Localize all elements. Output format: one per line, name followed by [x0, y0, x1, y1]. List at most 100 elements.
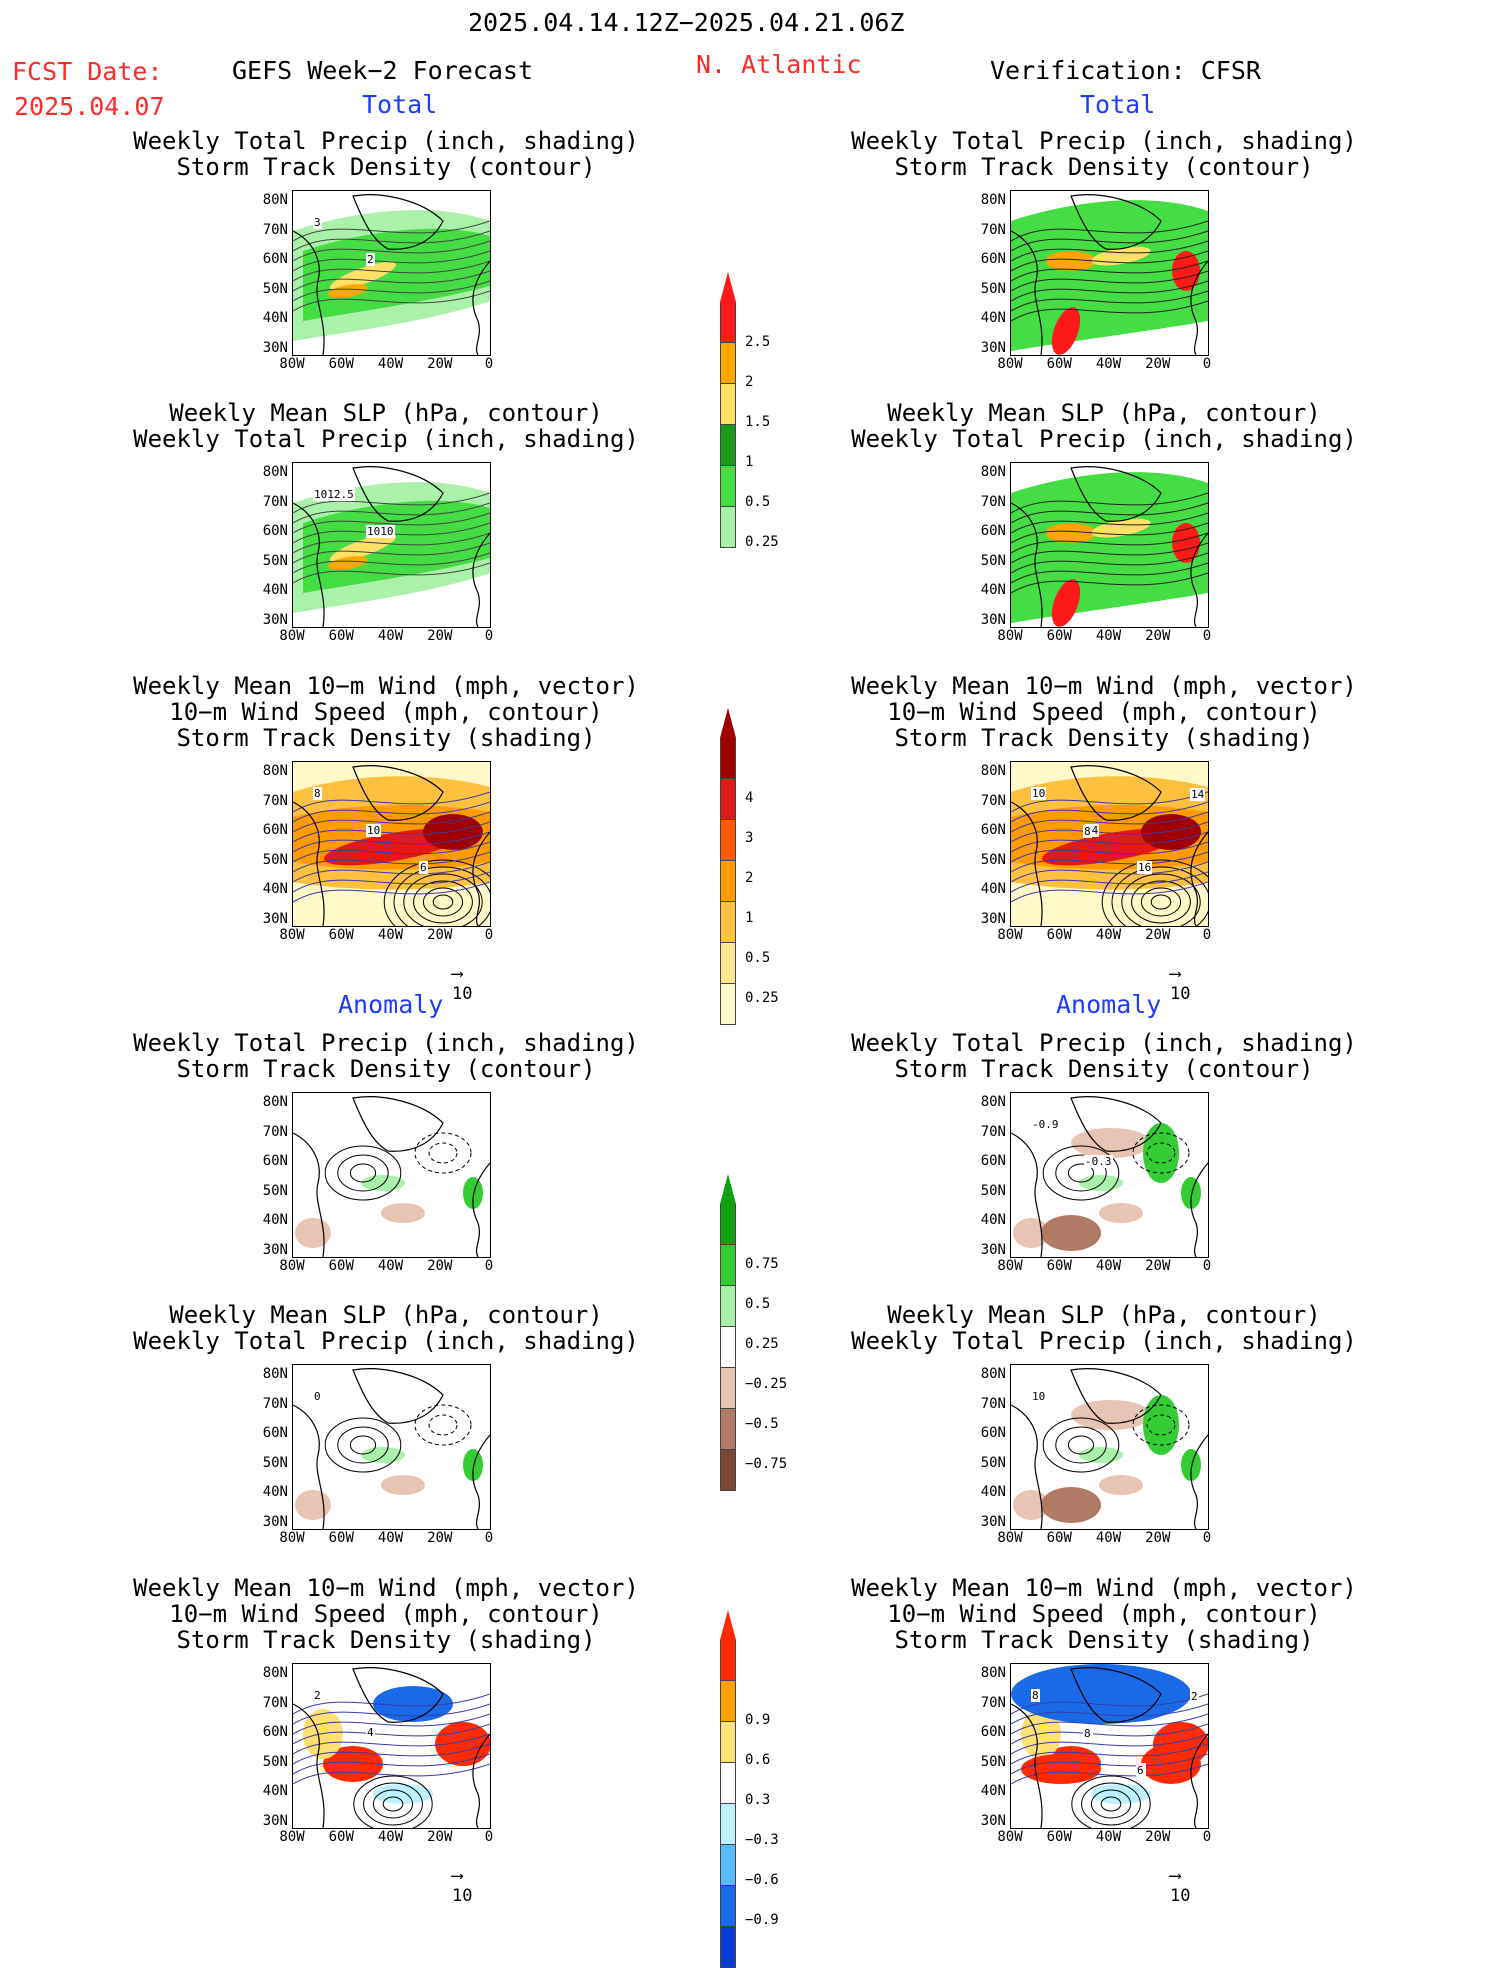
contour-line: [1011, 552, 1208, 574]
contour-line: [349, 1163, 377, 1183]
contour-line: [1121, 873, 1201, 926]
lat-tick: 30N: [980, 1241, 1006, 1258]
contour-line: [1131, 880, 1191, 924]
contour-line: [293, 532, 490, 554]
europe-coastline: [1190, 532, 1208, 627]
lon-tick: 60W: [328, 927, 354, 943]
lat-tick: 60N: [262, 1724, 288, 1740]
lat-tick: 30N: [262, 1812, 288, 1829]
colorbar-segment: [720, 302, 736, 343]
colorbar-segment: [720, 1763, 736, 1804]
lon-tick: 60W: [328, 628, 354, 644]
lat-tick: 80N: [980, 464, 1006, 480]
title-fc-anom-precip: Weekly Total Precip (inch, shading) Storm…: [133, 1029, 639, 1083]
track-decrease: [373, 1686, 453, 1722]
vector-ref-ob-total: ⟶ 10: [1170, 964, 1191, 1004]
precip-high: [329, 261, 397, 291]
lon-tick: 20W: [427, 628, 453, 644]
contour-line: [293, 492, 490, 514]
lat-tick: 40N: [262, 1484, 288, 1500]
lat-tick: 70N: [980, 1694, 1006, 1711]
greenland-coastline: [1070, 1368, 1162, 1424]
contour-label: -0.3: [1084, 1155, 1113, 1168]
lon-tick: 0: [484, 628, 494, 644]
europe-coastline: [472, 260, 490, 355]
lon-tick: 20W: [1145, 1530, 1171, 1546]
contour-line: [1067, 1435, 1095, 1455]
north-america-coastline: [1011, 1404, 1043, 1529]
colorbar-cap: [720, 708, 736, 738]
colorbar-label: 0.25: [745, 534, 779, 550]
lat-tick: 30N: [980, 1513, 1006, 1530]
map-fc-total-wind: 8 10 6: [292, 761, 491, 927]
europe-coastline: [1190, 1162, 1208, 1257]
title-fc-anom-slp: Weekly Mean SLP (hPa, contour) Weekly Tot…: [133, 1301, 639, 1355]
map-field-ob-anom-wind: [1011, 1664, 1208, 1828]
fcst-date-value: 2025.04.07: [14, 92, 165, 121]
greenland-coastline: [352, 194, 444, 250]
lat-tick: 40N: [262, 310, 288, 326]
colorbar-segment: [720, 466, 736, 507]
contour-line: [1067, 1163, 1095, 1183]
lat-tick: 50N: [980, 1753, 1006, 1770]
precip-deficit: [381, 1475, 425, 1495]
contour-line: [1011, 532, 1208, 554]
north-america-coastline: [293, 1404, 325, 1529]
contour-line: [383, 859, 490, 926]
lat-tick: 40N: [262, 1212, 288, 1228]
lat-tick: 70N: [980, 792, 1006, 809]
contour-line: [293, 871, 490, 893]
europe-coastline: [472, 532, 490, 627]
contour-line: [1011, 542, 1208, 564]
europe-coastline: [1190, 260, 1208, 355]
lat-tick: 80N: [262, 1366, 288, 1382]
contour-label: 1012.5: [313, 488, 355, 501]
track-increase: [1021, 1754, 1101, 1784]
lat-tick: 40N: [262, 1783, 288, 1799]
precip-deficit: [1041, 1215, 1101, 1251]
map-fc-anom-slp: 0: [292, 1364, 491, 1530]
colorbar-label: 0.5: [745, 950, 771, 966]
lat-tick: 30N: [262, 1241, 288, 1258]
colorbar-cap: [720, 1174, 736, 1204]
lon-tick: 40W: [377, 356, 404, 372]
europe-coastline: [1190, 1434, 1208, 1529]
lon-tick: 80W: [279, 1530, 305, 1546]
contour-line: [293, 1733, 490, 1755]
lon-tick: 20W: [1145, 927, 1171, 943]
lon-tick: 60W: [328, 1258, 354, 1274]
contour-line: [1011, 831, 1208, 853]
greenland-coastline: [352, 1096, 444, 1152]
precip-surplus: [1181, 1449, 1201, 1481]
map-field-ob-anom-precip: [1011, 1093, 1208, 1257]
colorbar-label: 2: [745, 870, 754, 886]
lat-tick: 50N: [980, 1454, 1006, 1471]
anomaly-label-left: Anomaly: [338, 990, 444, 1019]
contour-line: [428, 1142, 458, 1164]
lon-tick: 40W: [1095, 1530, 1122, 1546]
lat-tick: 70N: [262, 792, 288, 809]
lon-tick: 80W: [997, 1530, 1023, 1546]
lat-tick: 30N: [980, 611, 1006, 628]
track-decrease: [1011, 1664, 1191, 1724]
contour-line: [1011, 250, 1208, 272]
map-field-ob-total-slp: [1011, 463, 1208, 627]
map-fc-total-slp: 1012.5 1010: [292, 462, 491, 628]
greenland-coastline: [1070, 1096, 1162, 1152]
contour-line: [1055, 1426, 1107, 1464]
colorbar-segment: [720, 902, 736, 943]
contour-line: [293, 542, 490, 564]
precip-max: [1051, 307, 1081, 355]
precip-max: [1051, 579, 1081, 627]
lat-tick: 70N: [262, 1395, 288, 1412]
colorbar-segment: [720, 779, 736, 820]
contour-line: [1011, 811, 1208, 833]
contour-line: [422, 887, 464, 917]
lon-tick: 0: [484, 1829, 494, 1845]
north-america-coastline: [1011, 801, 1043, 926]
title-fc-anom-wind: Weekly Mean 10−m Wind (mph, vector) 10−m …: [133, 1574, 639, 1654]
colorbar-segment: [720, 1927, 736, 1968]
lon-tick: 80W: [279, 1829, 305, 1845]
lon-tick: 80W: [279, 356, 305, 372]
